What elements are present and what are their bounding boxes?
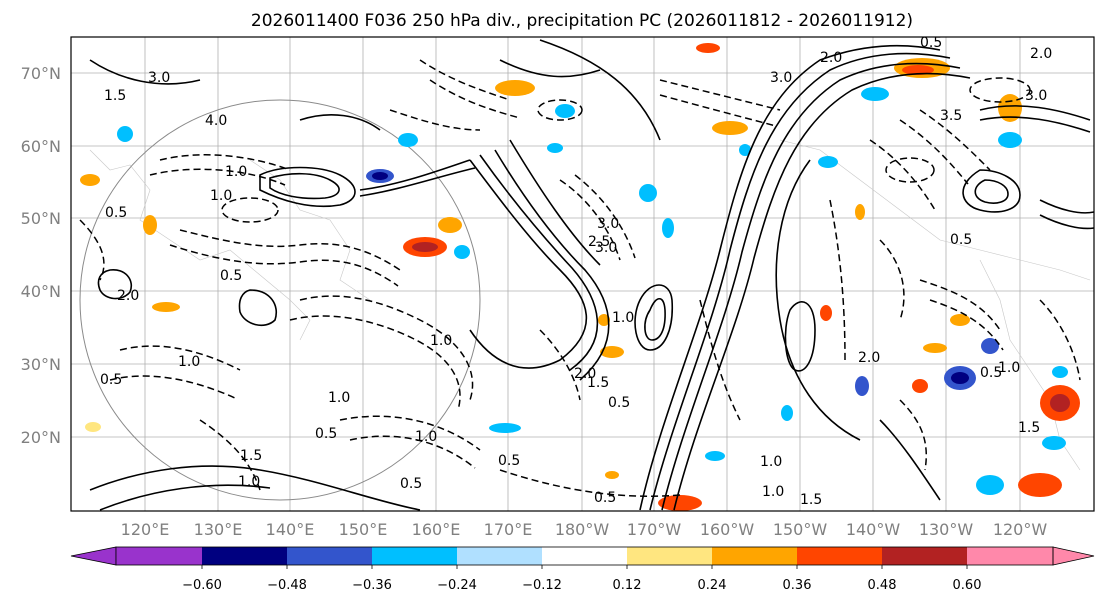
colorbar <box>70 546 1095 566</box>
lat-label: 20°N <box>21 428 61 447</box>
contour-label: 0.5 <box>105 205 127 221</box>
contour-label: 1.0 <box>238 474 260 490</box>
contour-label: 1.0 <box>612 310 634 326</box>
colorbar-tick-label: −0.24 <box>437 578 477 593</box>
map-title: 2026011400 F036 250 hPa div., precipitat… <box>251 11 913 31</box>
contour-label: 3.5 <box>940 108 962 124</box>
contour-label: 1.0 <box>225 164 247 180</box>
contour-label: 2.0 <box>1030 46 1052 62</box>
colorbar-tick-label: 0.60 <box>953 578 982 593</box>
lat-label: 40°N <box>21 282 61 301</box>
divergence-contours-negative <box>79 59 1081 497</box>
contour-label: 3.0 <box>597 216 619 232</box>
map-frame <box>70 36 1095 512</box>
contour-label: 0.5 <box>608 395 630 411</box>
contour-label: 1.0 <box>760 454 782 470</box>
contour-label: 1.5 <box>587 375 609 391</box>
colorbar-segment <box>457 547 542 565</box>
lon-label: 120°E <box>121 520 170 539</box>
colorbar-segment <box>202 547 287 565</box>
contour-label: 3.0 <box>595 240 617 256</box>
lat-label: 30°N <box>21 355 61 374</box>
colorbar-extend-high <box>1052 546 1095 566</box>
contour-label: 1.0 <box>762 484 784 500</box>
contour-label: 1.0 <box>328 390 350 406</box>
colorbar-segment <box>712 547 797 565</box>
contour-label: 1.0 <box>430 333 452 349</box>
colorbar-ticks: −0.60 −0.48 −0.36 −0.24 −0.12 0.12 0.24 0.36 0.4… <box>182 565 981 593</box>
contour-label: 1.5 <box>104 88 126 104</box>
lon-label: 160°E <box>412 520 461 539</box>
colorbar-segment <box>116 547 202 565</box>
lon-label: 180°W <box>555 520 610 539</box>
contour-label: 2.0 <box>117 288 139 304</box>
contour-label: 0.5 <box>100 372 122 388</box>
contour-label: 0.5 <box>498 453 520 469</box>
contour-label: 1.5 <box>800 492 822 508</box>
lat-label: 70°N <box>21 64 61 83</box>
contour-label: 1.0 <box>998 360 1020 376</box>
contour-label: 0.5 <box>315 426 337 442</box>
map-panel: 3.0 2.0 3.0 1.5 4.0 1.0 0.5 2.5 3.5 2.0 … <box>70 35 1095 512</box>
contour-label: 1.5 <box>240 448 262 464</box>
colorbar-outline <box>115 546 1054 566</box>
colorbar-tick-label: 0.36 <box>783 578 812 593</box>
contour-label: 3.0 <box>770 70 792 86</box>
contour-label: 2.0 <box>858 350 880 366</box>
divergence-contours-positive <box>89 39 1095 511</box>
lon-label: 150°E <box>339 520 388 539</box>
contour-label: 4.0 <box>205 113 227 129</box>
contour-label: 3.0 <box>1025 88 1047 104</box>
colorbar-tick-label: −0.60 <box>182 578 222 593</box>
lon-label: 160°W <box>700 520 755 539</box>
contour-label: 0.5 <box>220 268 242 284</box>
colorbar-tick-label: 0.12 <box>613 578 642 593</box>
contour-labels: 3.0 2.0 3.0 1.5 4.0 1.0 0.5 2.5 3.5 2.0 … <box>100 35 1052 508</box>
colorbar-tick-label: 0.24 <box>698 578 727 593</box>
contour-label: 1.0 <box>178 354 200 370</box>
lat-label: 50°N <box>21 209 61 228</box>
colorbar-extend-low <box>70 546 117 566</box>
lon-label: 130°W <box>919 520 974 539</box>
lon-label: 170°W <box>627 520 682 539</box>
lon-label: 170°E <box>484 520 533 539</box>
colorbar-segment <box>287 547 372 565</box>
lat-label: 60°N <box>21 137 61 156</box>
lon-label: 140°W <box>846 520 901 539</box>
contour-label: 3.0 <box>148 70 170 86</box>
colorbar-segment <box>967 547 1053 565</box>
colorbar-segment <box>627 547 712 565</box>
contour-label: 1.0 <box>415 429 437 445</box>
lon-label: 130°E <box>194 520 243 539</box>
colorbar-tick-label: 0.48 <box>868 578 897 593</box>
latitude-labels: 70°N 60°N 50°N 40°N 30°N 20°N <box>21 64 61 447</box>
contour-label: 2.5 <box>588 234 610 250</box>
map-background <box>71 37 1094 511</box>
colorbar-segment <box>542 547 627 565</box>
contour-label: 2.0 <box>574 366 596 382</box>
contour-label: 0.5 <box>980 365 1002 381</box>
colorbar-tick-label: −0.12 <box>522 578 562 593</box>
contour-label: 0.5 <box>920 35 942 51</box>
lon-label: 120°W <box>993 520 1048 539</box>
contour-label: 2.0 <box>820 50 842 66</box>
colorbar-tick-label: −0.36 <box>352 578 392 593</box>
longitude-labels: 120°E 130°E 140°E 150°E 160°E 170°E 180°W 170°W… <box>121 520 1048 539</box>
colorbar-tick-label: −0.48 <box>267 578 307 593</box>
lon-label: 140°E <box>266 520 315 539</box>
graticule <box>71 37 1094 511</box>
contour-label: 1.0 <box>210 188 232 204</box>
contour-label: 0.5 <box>594 490 616 506</box>
precip-shading <box>80 43 1080 511</box>
colorbar-segment <box>372 547 457 565</box>
contour-label: 0.5 <box>400 476 422 492</box>
colorbar-segment <box>797 547 882 565</box>
contour-label: 1.5 <box>1018 420 1040 436</box>
contour-label: 0.5 <box>950 232 972 248</box>
colorbar-segment <box>882 547 967 565</box>
lon-label: 150°W <box>773 520 828 539</box>
